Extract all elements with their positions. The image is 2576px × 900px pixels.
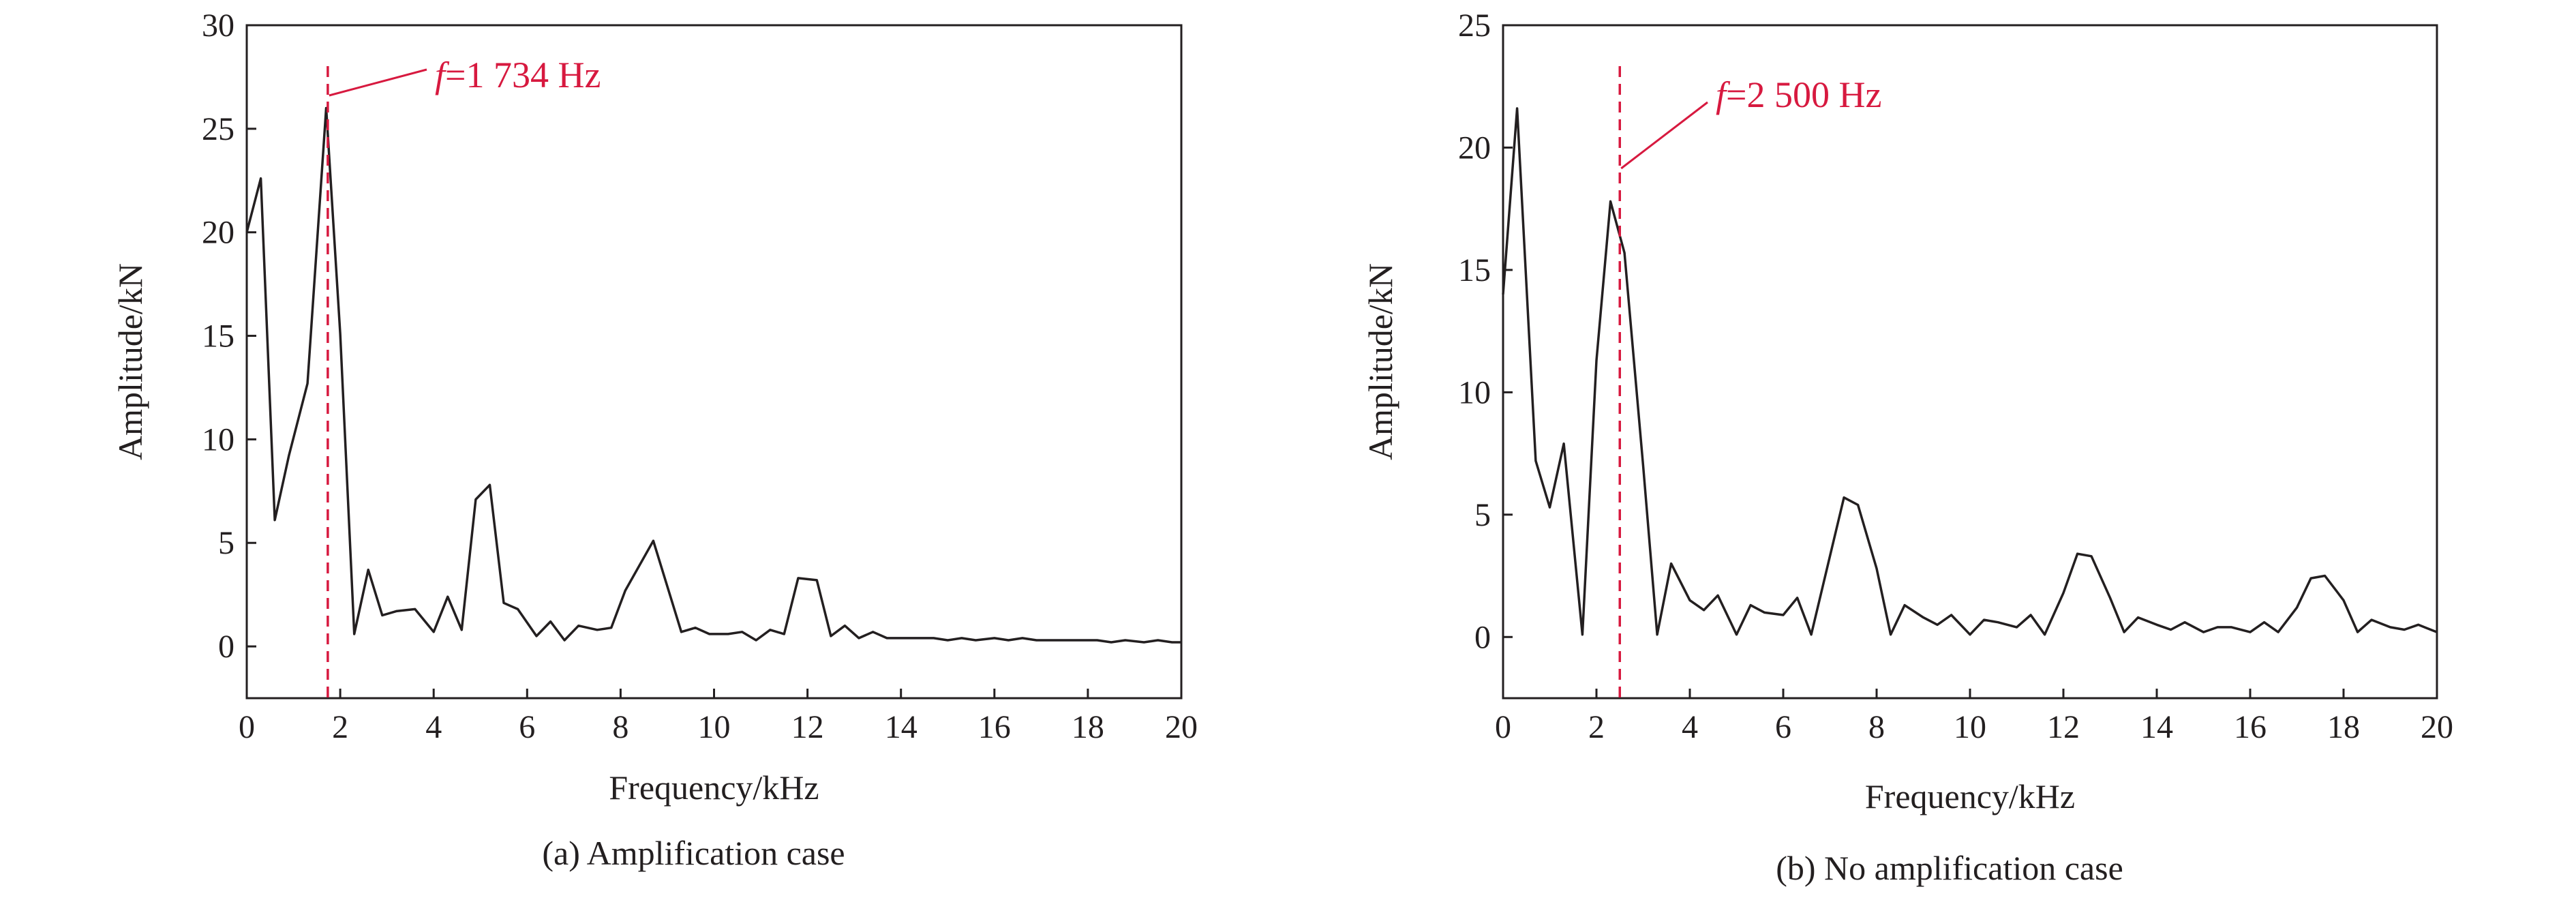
x-tick-label: 8 bbox=[1868, 709, 1885, 745]
annotation-leader-line bbox=[1620, 101, 1708, 170]
x-tick-label: 20 bbox=[2421, 709, 2453, 745]
x-tick-label: 2 bbox=[332, 709, 348, 745]
y-tick-label: 10 bbox=[202, 421, 234, 457]
series-line bbox=[1502, 107, 2438, 636]
annotation-leader-line bbox=[329, 68, 427, 97]
x-tick-label: 6 bbox=[1775, 709, 1791, 745]
x-tick-label: 16 bbox=[978, 709, 1011, 745]
y-tick-label: 5 bbox=[218, 525, 234, 561]
y-tick-label: 30 bbox=[202, 7, 234, 44]
x-tick-label: 10 bbox=[1954, 709, 1986, 745]
x-tick-label: 16 bbox=[2234, 709, 2267, 745]
y-tick-label: 10 bbox=[1458, 374, 1491, 410]
x-tick-label: 4 bbox=[1682, 709, 1698, 745]
x-tick-label: 12 bbox=[2047, 709, 2080, 745]
x-tick-label: 18 bbox=[2327, 709, 2360, 745]
x-tick-label: 12 bbox=[791, 709, 824, 745]
x-tick-label: 20 bbox=[1165, 709, 1198, 745]
x-axis-label: Frequency/kHz bbox=[609, 768, 819, 807]
plot-frame bbox=[1502, 24, 2438, 700]
x-tick-label: 4 bbox=[425, 709, 442, 745]
y-axis-label: Amplitude/kN bbox=[1361, 263, 1399, 460]
y-tick-label: 20 bbox=[1458, 130, 1491, 166]
y-tick-label: 15 bbox=[202, 318, 234, 355]
y-tick-label: 0 bbox=[1474, 619, 1491, 655]
x-tick-label: 0 bbox=[1495, 709, 1511, 745]
x-tick-label: 14 bbox=[885, 709, 918, 745]
x-tick-label: 8 bbox=[612, 709, 628, 745]
series-line bbox=[245, 106, 1181, 644]
x-tick-label: 18 bbox=[1072, 709, 1104, 745]
y-tick-label: 0 bbox=[218, 629, 234, 665]
x-tick-label: 14 bbox=[2140, 709, 2173, 745]
x-tick-label: 10 bbox=[698, 709, 731, 745]
y-tick-label: 15 bbox=[1458, 252, 1491, 288]
panel-caption: (a) Amplification case bbox=[542, 834, 845, 872]
x-tick-label: 2 bbox=[1588, 709, 1605, 745]
peak-frequency-annotation: f=1 734 Hz bbox=[435, 55, 601, 95]
panel-caption: (b) No amplification case bbox=[1776, 849, 2123, 887]
x-axis-label: Frequency/kHz bbox=[1865, 777, 2075, 815]
y-tick-label: 25 bbox=[202, 111, 234, 147]
peak-frequency-annotation: f=2 500 Hz bbox=[1716, 74, 1881, 115]
chart-panel-b: 0 2 4 6 8 10 12 14 16 18 20 0 5 10 15 20 25 f=2 500 Hz Fre… bbox=[1361, 7, 2453, 887]
y-tick-label: 5 bbox=[1474, 497, 1491, 533]
y-tick-label: 20 bbox=[202, 215, 234, 251]
y-tick-label: 25 bbox=[1458, 7, 1491, 44]
x-tick-label: 0 bbox=[239, 709, 255, 745]
chart-panel-a: 0 2 4 6 8 10 12 14 16 18 20 0 5 10 15 20 25 30 f=1 734 Hz F… bbox=[111, 7, 1198, 872]
y-axis-label: Amplitude/kN bbox=[111, 263, 149, 460]
plot-frame bbox=[245, 24, 1183, 700]
x-tick-label: 6 bbox=[519, 709, 535, 745]
